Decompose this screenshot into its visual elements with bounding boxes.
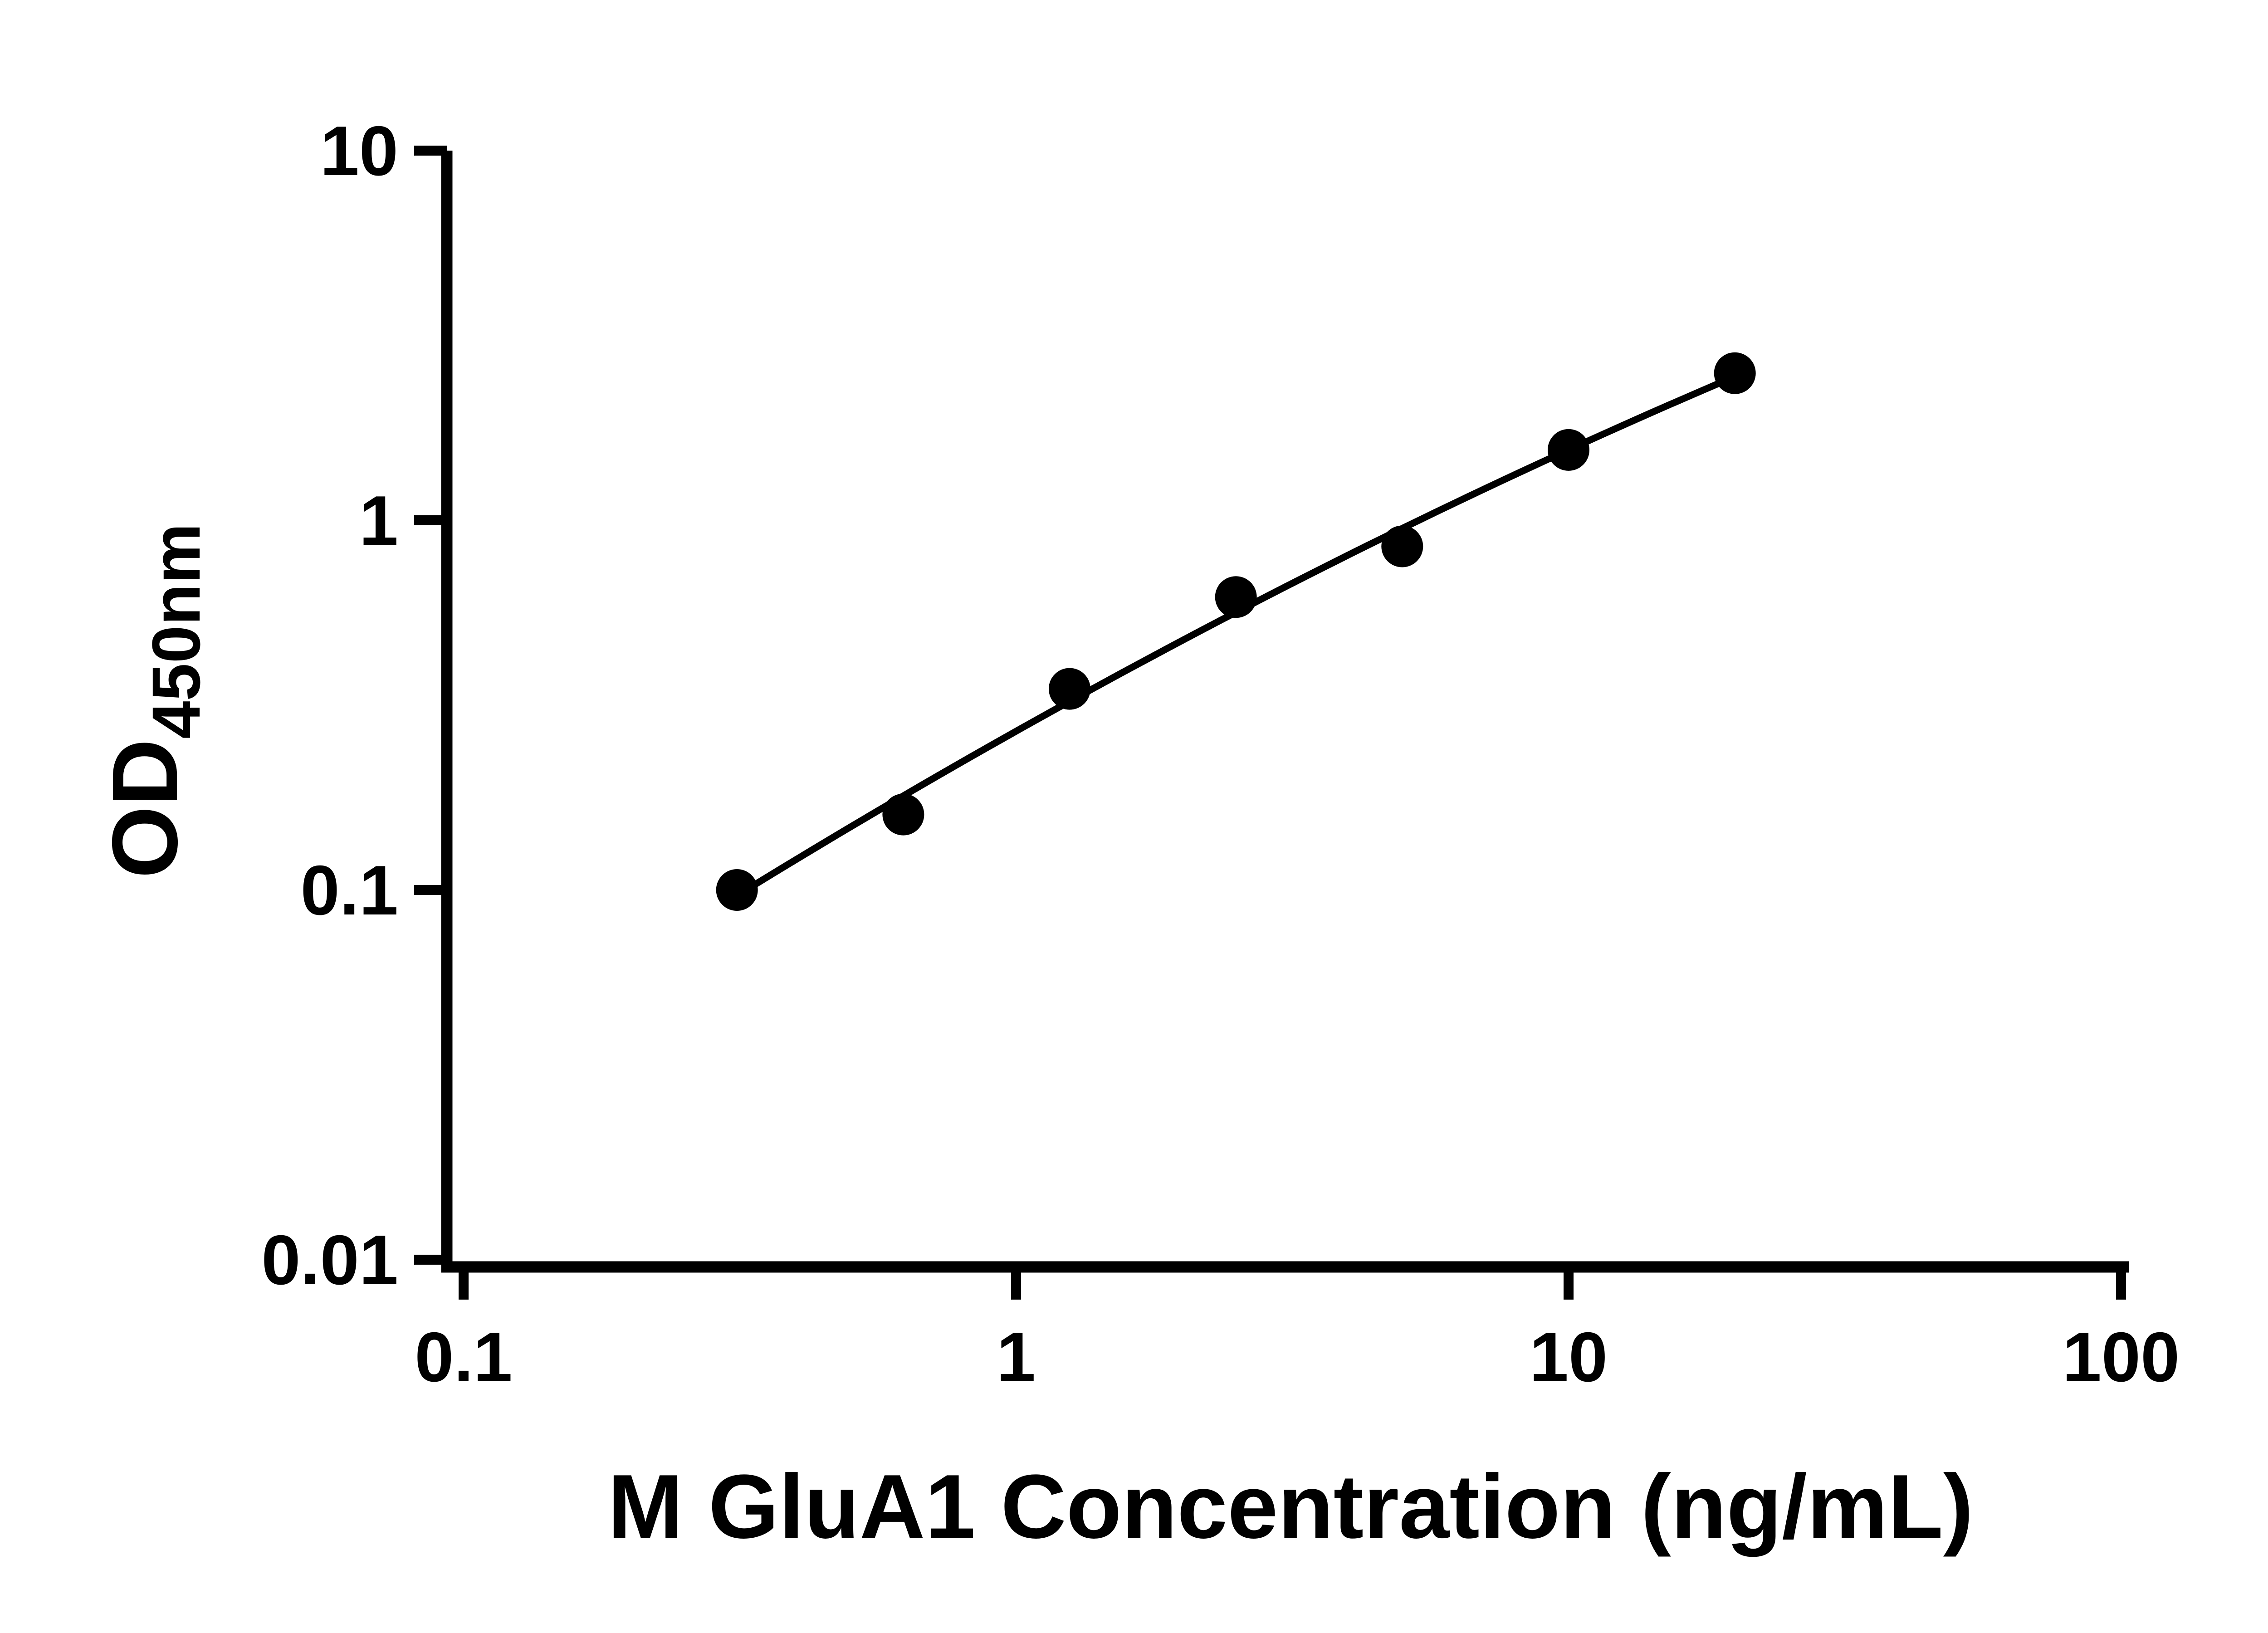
x-tick-label: 0.1 (415, 1318, 512, 1396)
data-point (882, 793, 924, 836)
axis-ticks (414, 146, 2126, 1300)
y-tick-label: 0.1 (301, 851, 398, 929)
x-tick-label: 1 (997, 1318, 1036, 1396)
y-tick-label: 1 (359, 481, 398, 560)
data-series (716, 352, 1756, 911)
data-point (1714, 352, 1756, 394)
data-point (1215, 576, 1257, 618)
y-axis-title-main: OD (93, 739, 197, 879)
y-tick-label: 0.01 (261, 1221, 398, 1299)
y-axis-title-sub: 450nm (138, 523, 214, 739)
data-point (1049, 668, 1090, 710)
axis-frame (441, 151, 2129, 1273)
axes (441, 151, 2129, 1273)
data-point (1548, 429, 1589, 471)
y-tick-label: 10 (320, 112, 398, 190)
data-point (716, 869, 758, 911)
data-point (1381, 525, 1423, 567)
y-axis-title: OD450nm (93, 523, 214, 879)
x-axis-title: M GluA1 Concentration (ng/mL) (608, 1456, 1974, 1557)
x-tick-label: 10 (1530, 1318, 1608, 1396)
x-tick-label: 100 (2063, 1318, 2180, 1396)
